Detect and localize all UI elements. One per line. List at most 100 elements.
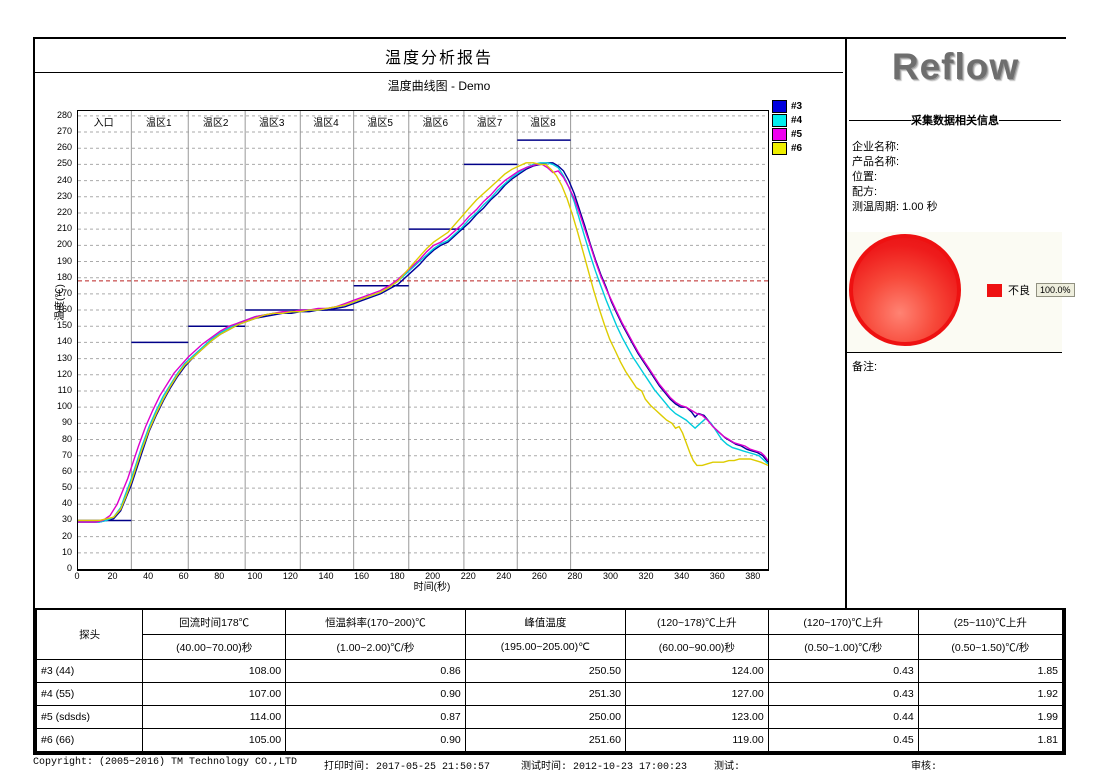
cell-value: 119.00 bbox=[624, 728, 769, 753]
x-tick-label: 80 bbox=[214, 571, 225, 581]
y-axis-title: 温度(℃) bbox=[54, 284, 66, 321]
y-tick-label: 10 bbox=[61, 546, 72, 557]
x-axis-ticks: 0 20 40 60 80 100 120 140 160 180 200 220 240 260 280 3… bbox=[74, 571, 767, 583]
y-tick-label: 260 bbox=[56, 142, 72, 153]
col-spec-peak-temp: (195.00~205.00)℃ bbox=[464, 634, 626, 660]
col-spec-reflow-time: (40.00~70.00)秒 bbox=[142, 634, 287, 660]
x-tick-label: 180 bbox=[389, 571, 405, 581]
y-tick-label: 0 bbox=[66, 563, 72, 573]
cell-value: 0.45 bbox=[767, 728, 919, 753]
col-header-reflow-time: 回流时间178℃ bbox=[142, 608, 287, 635]
legend-item-3: #3 bbox=[772, 99, 832, 113]
x-tick-label: 260 bbox=[531, 571, 547, 581]
y-tick-label: 190 bbox=[56, 255, 72, 266]
x-tick-label: 140 bbox=[318, 571, 334, 581]
cell-value: 0.44 bbox=[767, 705, 919, 729]
y-tick-label: 70 bbox=[61, 449, 72, 460]
x-tick-label: 200 bbox=[425, 571, 441, 581]
legend-item-5: #5 bbox=[772, 127, 832, 141]
info-field-period: 测温周期: 1.00 秒 bbox=[852, 201, 938, 213]
footer-copyright: Copyright: (2005~2016) TM Technology CO.… bbox=[33, 757, 298, 768]
x-tick-label: 40 bbox=[143, 571, 154, 581]
x-tick-label: 380 bbox=[745, 571, 761, 581]
info-field-position: 位置: bbox=[852, 171, 878, 183]
x-tick-label: 100 bbox=[247, 571, 263, 581]
y-tick-label: 240 bbox=[56, 174, 72, 185]
y-tick-label: 250 bbox=[56, 158, 72, 169]
info-field-recipe: 配方: bbox=[852, 186, 878, 198]
probe-name: #3 (44) bbox=[35, 659, 144, 683]
info-section-title-text: 采集数据相关信息 bbox=[911, 115, 999, 127]
reflow-logo: Reflow bbox=[891, 46, 1020, 87]
col-spec-rise-120-170: (0.50~1.00)℃/秒 bbox=[767, 634, 919, 660]
col-header-probe: 探头 bbox=[35, 608, 144, 660]
results-table: 探头 回流时间178℃ 恒温斜率(170~200)℃ 峰值温度 (120~178… bbox=[35, 608, 1064, 753]
y-tick-label: 230 bbox=[56, 190, 72, 201]
cell-value: 114.00 bbox=[142, 705, 287, 729]
y-tick-label: 60 bbox=[61, 465, 72, 476]
remarks-label: 备注: bbox=[852, 361, 878, 373]
table-row: #5 (sdsds) 114.00 0.87 250.00 123.00 0.4… bbox=[35, 705, 1064, 729]
x-tick-label: 0 bbox=[74, 571, 80, 581]
x-tick-label: 300 bbox=[602, 571, 619, 581]
cell-value: 251.60 bbox=[464, 728, 626, 753]
y-tick-label: 40 bbox=[61, 498, 72, 509]
x-tick-label: 280 bbox=[567, 571, 583, 581]
pie-legend-label: 不良 bbox=[1008, 285, 1030, 297]
info-field-product: 产品名称: bbox=[852, 156, 900, 168]
cell-value: 0.87 bbox=[285, 705, 466, 729]
y-tick-label: 80 bbox=[61, 433, 72, 444]
curve-legend: #3 #4 #5 #6 bbox=[772, 99, 832, 156]
x-tick-label: 360 bbox=[709, 571, 725, 581]
y-tick-label: 100 bbox=[56, 401, 72, 412]
x-axis-title: 时间(秒) bbox=[413, 582, 451, 593]
y-tick-label: 90 bbox=[61, 417, 72, 428]
probe-name: #5 (sdsds) bbox=[35, 705, 144, 729]
info-fields: 企业名称: 产品名称: 位置: 配方: 测温周期: 1.00 秒 bbox=[852, 140, 1060, 215]
y-tick-label: 180 bbox=[56, 271, 72, 282]
y-tick-label: 210 bbox=[56, 223, 72, 234]
legend-label: #4 bbox=[791, 114, 803, 126]
col-header-soak-slope: 恒温斜率(170~200)℃ bbox=[285, 608, 466, 635]
y-tick-label: 280 bbox=[56, 109, 72, 120]
x-tick-label: 240 bbox=[496, 571, 512, 581]
y-tick-label: 170 bbox=[56, 287, 72, 298]
cell-value: 123.00 bbox=[624, 705, 769, 729]
y-tick-label: 160 bbox=[56, 304, 72, 315]
col-header-rise-120-170: (120~170)℃上升 bbox=[767, 608, 919, 635]
legend-label: #6 bbox=[791, 142, 803, 154]
col-header-rise-25-110: (25~110)℃上升 bbox=[917, 608, 1064, 635]
col-spec-soak-slope: (1.00~2.00)℃/秒 bbox=[285, 634, 466, 660]
x-tick-label: 60 bbox=[178, 571, 189, 581]
cell-value: 1.92 bbox=[917, 682, 1064, 706]
y-tick-label: 220 bbox=[56, 206, 72, 217]
y-tick-label: 120 bbox=[56, 368, 72, 379]
col-spec-rise-120-178: (60.00~90.00)秒 bbox=[624, 634, 769, 660]
legend-swatch-5-icon bbox=[772, 127, 787, 141]
info-field-company: 企业名称: bbox=[852, 141, 900, 153]
cell-value: 251.30 bbox=[464, 682, 626, 706]
legend-item-4: #4 bbox=[772, 113, 832, 127]
y-tick-label: 30 bbox=[61, 514, 72, 525]
table-row: #4 (55) 107.00 0.90 251.30 127.00 0.43 1… bbox=[35, 682, 1064, 706]
footer-tester: 测试: bbox=[714, 762, 741, 773]
col-header-rise-120-178: (120~178)℃上升 bbox=[624, 608, 769, 635]
y-tick-label: 200 bbox=[56, 239, 72, 250]
cell-value: 0.90 bbox=[285, 682, 466, 706]
footer-print-time: 打印时间: 2017-05-25 21:50:57 bbox=[324, 762, 491, 773]
cell-value: 127.00 bbox=[624, 682, 769, 706]
table-row: #6 (66) 105.00 0.90 251.60 119.00 0.45 1… bbox=[35, 728, 1064, 753]
cell-value: 0.86 bbox=[285, 659, 466, 683]
x-tick-label: 160 bbox=[354, 571, 370, 581]
x-tick-label: 320 bbox=[638, 571, 654, 581]
cell-value: 1.85 bbox=[917, 659, 1064, 683]
cell-value: 107.00 bbox=[142, 682, 287, 706]
cell-value: 108.00 bbox=[142, 659, 287, 683]
cell-value: 250.00 bbox=[464, 705, 626, 729]
table-row: #3 (44) 108.00 0.86 250.50 124.00 0.43 1… bbox=[35, 659, 1064, 683]
cell-value: 0.43 bbox=[767, 682, 919, 706]
legend-swatch-3-icon bbox=[772, 99, 787, 113]
cell-value: 1.99 bbox=[917, 705, 1064, 729]
legend-item-6: #6 bbox=[772, 141, 832, 155]
pie-legend-swatch-icon bbox=[987, 283, 1002, 297]
